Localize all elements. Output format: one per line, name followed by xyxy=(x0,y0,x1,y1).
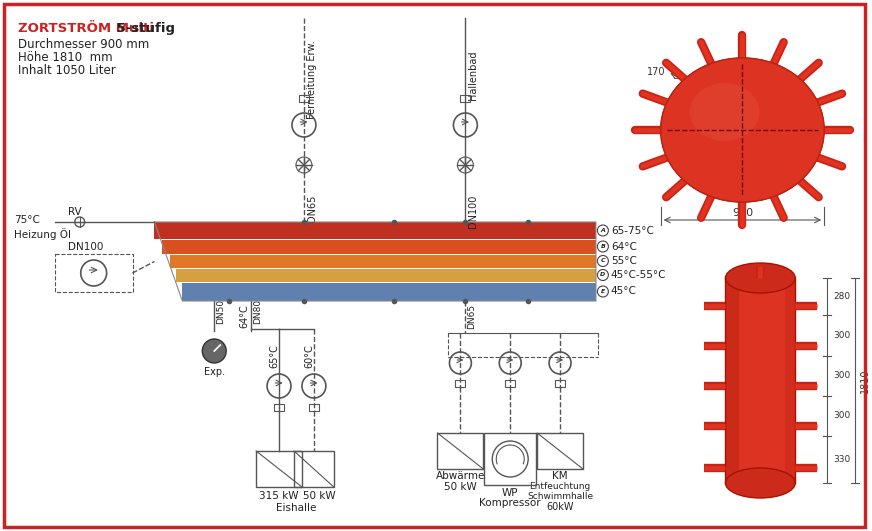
Bar xyxy=(484,433,536,485)
Text: 64°C: 64°C xyxy=(611,242,637,252)
Bar xyxy=(299,95,309,102)
Text: 5-stufig: 5-stufig xyxy=(112,22,174,35)
Circle shape xyxy=(202,339,226,363)
Text: 170: 170 xyxy=(647,67,665,77)
Ellipse shape xyxy=(661,58,824,202)
Ellipse shape xyxy=(726,468,795,498)
Text: 65-75°C: 65-75°C xyxy=(611,226,654,236)
Text: 45°C-55°C: 45°C-55°C xyxy=(611,270,666,280)
Polygon shape xyxy=(170,254,596,268)
Text: RV: RV xyxy=(68,207,81,217)
Circle shape xyxy=(597,270,609,280)
Text: ·  50 kW: · 50 kW xyxy=(293,491,335,501)
Bar xyxy=(785,278,795,483)
Bar xyxy=(460,95,470,102)
Bar xyxy=(438,433,483,469)
Text: 55°C: 55°C xyxy=(611,256,637,266)
Text: DN100: DN100 xyxy=(468,195,479,228)
Bar xyxy=(455,380,466,387)
Text: 60°C: 60°C xyxy=(304,344,314,368)
Text: B: B xyxy=(601,244,605,249)
Text: Entfeuchtung: Entfeuchtung xyxy=(529,482,590,491)
Text: D: D xyxy=(600,272,605,278)
Text: Abwärme: Abwärme xyxy=(436,471,485,481)
Text: ZORTSTRÖM Multi: ZORTSTRÖM Multi xyxy=(18,22,154,35)
Text: E: E xyxy=(601,289,605,294)
Text: 45°C: 45°C xyxy=(611,287,637,296)
Text: Eishalle: Eishalle xyxy=(276,503,317,513)
Text: 64°C: 64°C xyxy=(239,304,249,328)
Text: 300: 300 xyxy=(833,412,850,421)
Text: DN50: DN50 xyxy=(216,298,225,323)
Text: 315 kW: 315 kW xyxy=(259,491,299,501)
Text: C: C xyxy=(601,259,605,263)
Text: DN65: DN65 xyxy=(467,303,476,329)
Circle shape xyxy=(597,225,609,236)
Polygon shape xyxy=(162,239,596,254)
Text: 65°C: 65°C xyxy=(269,344,279,368)
Text: 300: 300 xyxy=(833,372,850,381)
Bar xyxy=(256,451,302,487)
Text: Durchmesser 900 mm: Durchmesser 900 mm xyxy=(18,38,149,51)
Bar xyxy=(726,278,795,483)
Ellipse shape xyxy=(661,58,824,202)
Bar xyxy=(505,380,515,387)
Text: Hallenbad: Hallenbad xyxy=(468,50,479,99)
Bar xyxy=(274,404,284,411)
Text: 330: 330 xyxy=(833,455,850,464)
Text: 1810: 1810 xyxy=(860,369,870,393)
Text: Kompressor: Kompressor xyxy=(480,498,541,508)
Text: DN100: DN100 xyxy=(68,242,103,252)
Text: DN80: DN80 xyxy=(253,298,262,323)
Text: Schwimmhalle: Schwimmhalle xyxy=(527,492,593,501)
Text: Heizung Öl: Heizung Öl xyxy=(14,228,71,240)
Text: Höhe 1810  mm: Höhe 1810 mm xyxy=(18,51,112,64)
Text: Exp.: Exp. xyxy=(204,367,225,377)
Text: KM: KM xyxy=(552,471,568,481)
Polygon shape xyxy=(182,282,596,301)
Bar xyxy=(537,433,583,469)
Ellipse shape xyxy=(726,263,795,293)
Polygon shape xyxy=(176,268,596,282)
Text: 50 kW: 50 kW xyxy=(444,482,477,492)
Ellipse shape xyxy=(685,80,760,141)
Circle shape xyxy=(597,255,609,267)
Text: 300: 300 xyxy=(833,331,850,340)
Text: WP: WP xyxy=(502,488,519,498)
Bar xyxy=(309,404,319,411)
Polygon shape xyxy=(154,222,596,239)
Text: Fernleitung Erw.: Fernleitung Erw. xyxy=(307,40,317,118)
Bar xyxy=(555,380,565,387)
Text: DN65: DN65 xyxy=(307,195,317,222)
Text: Inhalt 1050 Liter: Inhalt 1050 Liter xyxy=(18,64,116,77)
Text: 280: 280 xyxy=(833,292,850,301)
Text: 75°C: 75°C xyxy=(14,215,40,225)
Bar xyxy=(726,278,739,483)
Text: 900: 900 xyxy=(732,208,753,218)
Circle shape xyxy=(597,286,609,297)
Bar xyxy=(294,451,334,487)
Text: 60kW: 60kW xyxy=(546,502,574,512)
Text: A: A xyxy=(601,228,605,233)
Ellipse shape xyxy=(690,83,760,141)
Circle shape xyxy=(597,241,609,252)
